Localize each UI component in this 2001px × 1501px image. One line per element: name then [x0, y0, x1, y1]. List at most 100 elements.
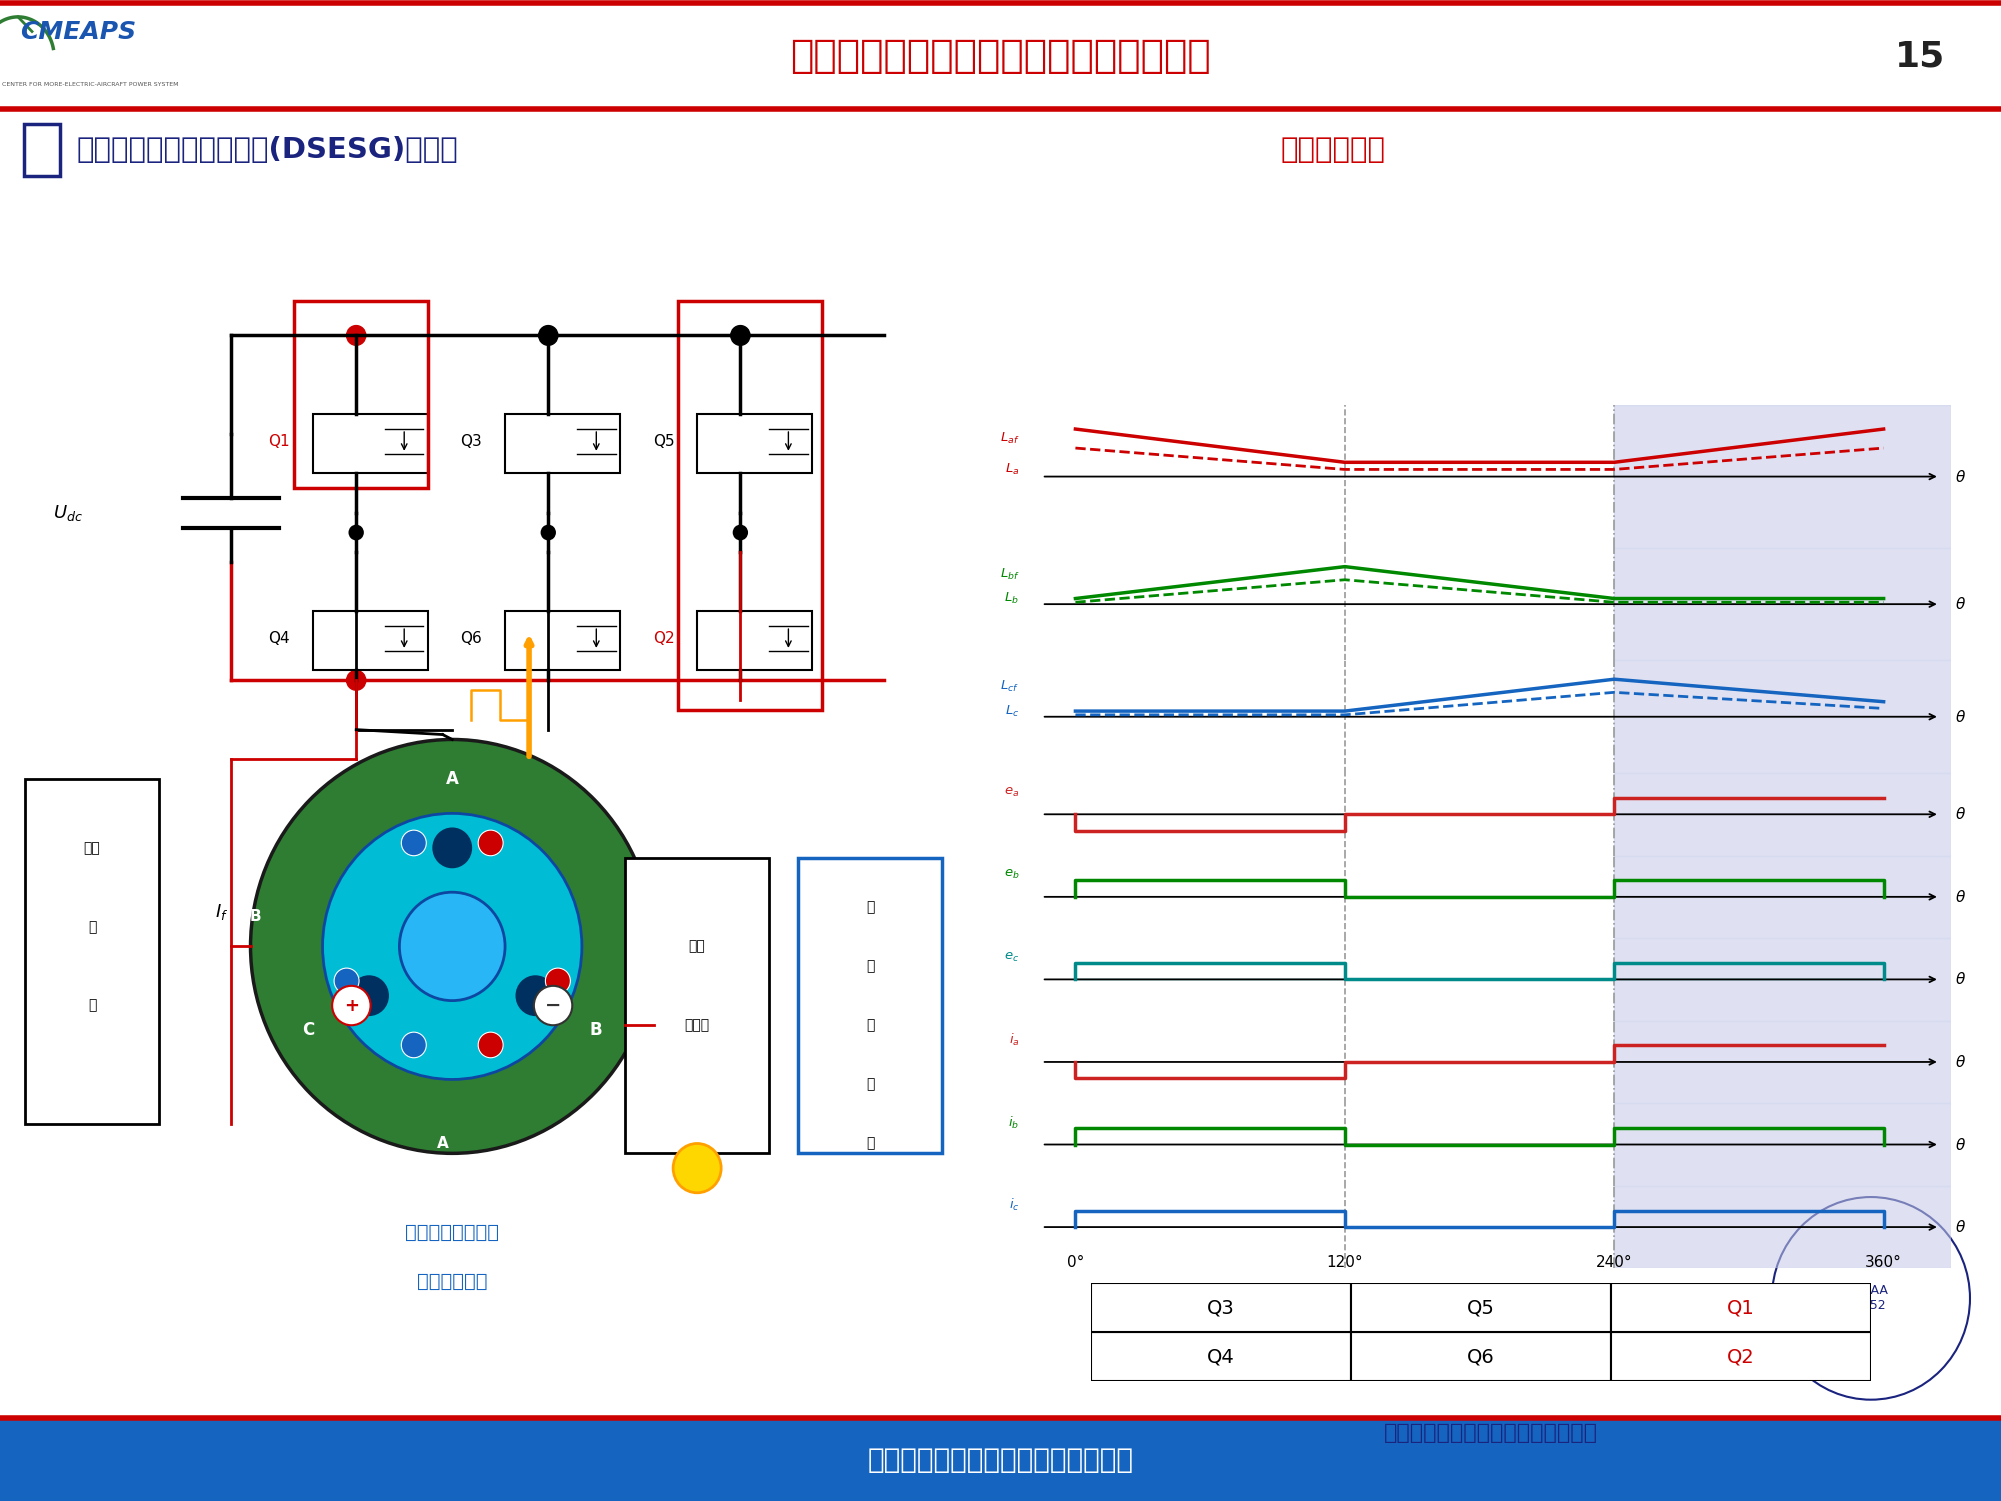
Circle shape — [546, 968, 570, 994]
Circle shape — [402, 1033, 426, 1058]
Text: −: − — [544, 997, 560, 1015]
Text: A: A — [446, 770, 458, 788]
Text: 360°: 360° — [1865, 1255, 1903, 1270]
Text: $i_a$: $i_a$ — [1009, 1031, 1019, 1048]
Circle shape — [346, 671, 366, 690]
Text: $\theta$: $\theta$ — [1955, 468, 1967, 485]
Circle shape — [350, 976, 388, 1015]
Text: B: B — [250, 910, 262, 925]
Bar — [1091, 1283, 1351, 1333]
Text: $i_b$: $i_b$ — [1009, 1114, 1019, 1130]
Bar — [294, 300, 428, 488]
Text: $e_c$: $e_c$ — [1005, 950, 1019, 964]
Text: 0°: 0° — [1067, 1255, 1085, 1270]
Bar — [1615, 938, 1951, 1021]
Circle shape — [534, 986, 572, 1025]
Circle shape — [478, 830, 502, 856]
Text: 动: 动 — [866, 959, 874, 973]
Text: 起动控制方法: 起动控制方法 — [1281, 137, 1385, 164]
Text: 240°: 240° — [1597, 1255, 1633, 1270]
Circle shape — [250, 740, 654, 1153]
Text: $I_f$: $I_f$ — [214, 902, 228, 922]
Bar — [1351, 1333, 1611, 1381]
Bar — [1611, 1333, 1871, 1381]
Text: 励磁: 励磁 — [84, 841, 100, 856]
Circle shape — [332, 986, 370, 1025]
Text: Q3: Q3 — [1207, 1298, 1235, 1318]
Text: $\theta$: $\theta$ — [1955, 889, 1967, 905]
Bar — [696, 611, 812, 671]
Text: NUAA
1952: NUAA 1952 — [1853, 1285, 1889, 1312]
Text: 多电飞机电气系统工信部重点实验室: 多电飞机电气系统工信部重点实验室 — [868, 1445, 1133, 1474]
Text: Q2: Q2 — [1727, 1346, 1755, 1366]
Text: Q1: Q1 — [1727, 1298, 1755, 1318]
Text: Q2: Q2 — [652, 632, 674, 647]
Bar — [504, 611, 620, 671]
Circle shape — [516, 976, 554, 1015]
Circle shape — [432, 829, 472, 868]
Text: 三相三状态（标准角控制）工作波形: 三相三状态（标准角控制）工作波形 — [1385, 1423, 1597, 1444]
Bar — [24, 779, 160, 1124]
Text: 传感器: 传感器 — [684, 1018, 710, 1033]
Circle shape — [334, 968, 358, 994]
Text: 电励磁双凸极电机: 电励磁双凸极电机 — [406, 1223, 498, 1241]
Bar — [1615, 856, 1951, 938]
Text: 起: 起 — [866, 901, 874, 914]
Text: $i_c$: $i_c$ — [1009, 1196, 1019, 1213]
Text: $L_c$: $L_c$ — [1005, 704, 1019, 719]
Circle shape — [478, 1033, 502, 1058]
Bar — [696, 414, 812, 473]
Circle shape — [348, 525, 364, 540]
Circle shape — [322, 814, 582, 1079]
Circle shape — [730, 326, 750, 345]
Text: Q6: Q6 — [460, 632, 482, 647]
Text: Q5: Q5 — [1467, 1298, 1495, 1318]
Bar — [1091, 1333, 1351, 1381]
Bar — [1351, 1283, 1611, 1333]
Bar — [504, 414, 620, 473]
Text: 源: 源 — [88, 998, 96, 1013]
Text: C: C — [302, 1021, 314, 1039]
Text: $e_b$: $e_b$ — [1005, 868, 1019, 881]
Text: $L_b$: $L_b$ — [1005, 591, 1019, 606]
Text: $\theta$: $\theta$ — [1955, 1136, 1967, 1153]
Circle shape — [672, 1144, 720, 1193]
Bar — [24, 125, 60, 177]
Text: $\theta$: $\theta$ — [1955, 1054, 1967, 1070]
Text: $U_{dc}$: $U_{dc}$ — [54, 503, 82, 522]
Text: CMEAPS: CMEAPS — [20, 20, 136, 44]
Bar — [798, 857, 942, 1153]
Text: Q4: Q4 — [1207, 1346, 1235, 1366]
Text: B: B — [590, 1021, 602, 1039]
Bar — [1615, 1103, 1951, 1186]
Bar — [1611, 1283, 1871, 1333]
Text: 电动运行原理: 电动运行原理 — [416, 1271, 488, 1291]
Circle shape — [400, 892, 504, 1001]
Text: CENTER FOR MORE-ELECTRIC-AIRCRAFT POWER SYSTEM: CENTER FOR MORE-ELECTRIC-AIRCRAFT POWER … — [2, 83, 178, 87]
Circle shape — [732, 525, 748, 540]
Text: 电励磁双凸极起动发电机(DSESG)系统的: 电励磁双凸极起动发电机(DSESG)系统的 — [76, 137, 458, 164]
Text: 器: 器 — [866, 1136, 874, 1150]
Text: $\theta$: $\theta$ — [1955, 708, 1967, 725]
Bar — [1615, 548, 1951, 660]
Bar — [678, 300, 822, 710]
Bar — [312, 414, 428, 473]
Text: $L_{af}$: $L_{af}$ — [1000, 431, 1019, 446]
Bar — [1615, 1021, 1951, 1103]
Circle shape — [346, 326, 366, 345]
Text: Q4: Q4 — [268, 632, 290, 647]
Text: Q6: Q6 — [1467, 1346, 1495, 1366]
Text: +: + — [344, 997, 358, 1015]
Text: 120°: 120° — [1327, 1255, 1363, 1270]
Text: Q1: Q1 — [268, 434, 290, 449]
Text: 基于双向电机控制器的高压直流发电系统: 基于双向电机控制器的高压直流发电系统 — [790, 38, 1211, 75]
Text: $L_a$: $L_a$ — [1005, 462, 1019, 477]
Circle shape — [402, 830, 426, 856]
Bar — [312, 611, 428, 671]
Text: $\theta$: $\theta$ — [1955, 971, 1967, 988]
Text: $e_a$: $e_a$ — [1005, 785, 1019, 799]
Bar — [1615, 405, 1951, 548]
Text: A: A — [436, 1136, 448, 1151]
Text: 15: 15 — [1895, 39, 1945, 74]
Circle shape — [540, 525, 556, 540]
